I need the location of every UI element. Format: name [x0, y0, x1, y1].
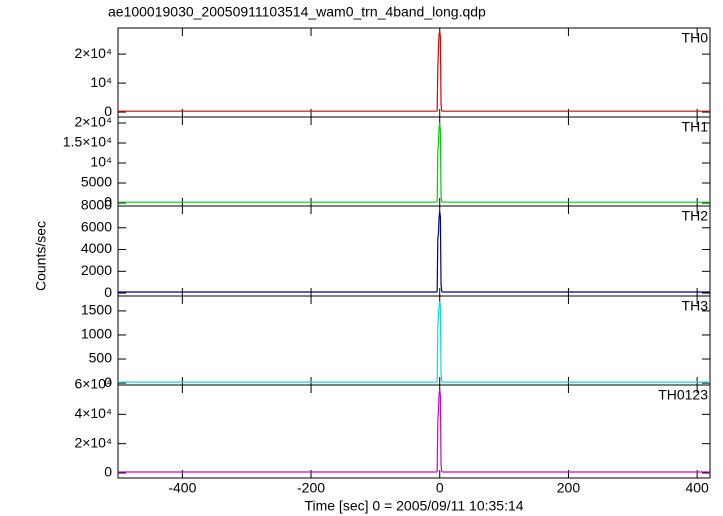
y-tick-label: 6×10⁴: [74, 376, 112, 392]
y-tick-label: 1.5×10⁴: [63, 134, 112, 150]
series-label: TH0123: [658, 387, 708, 403]
series-label: TH2: [682, 208, 709, 224]
panel-frame: [117, 295, 711, 386]
y-tick-label: 10⁴: [90, 74, 112, 90]
y-tick-label: 2×10⁴: [74, 114, 112, 130]
panel-frame: [117, 384, 711, 479]
y-tick-label: 0: [104, 374, 112, 390]
data-line: [118, 30, 710, 112]
data-line: [118, 389, 710, 473]
y-tick-label: 5000: [81, 174, 112, 190]
series-label: TH0: [682, 30, 709, 46]
x-tick-label: 0: [436, 480, 444, 496]
y-tick-label: 4000: [81, 240, 112, 256]
y-tick-label: 8000: [81, 197, 112, 213]
y-tick-label: 6000: [81, 218, 112, 234]
y-tick-label: 10⁴: [90, 154, 112, 170]
chart-title: ae100019030_20050911103514_wam0_trn_4ban…: [108, 4, 486, 20]
panel-frame: [117, 205, 711, 297]
y-tick-label: 0: [104, 194, 112, 210]
x-tick-label: 400: [685, 480, 709, 496]
data-line: [118, 211, 710, 293]
y-tick-label: 2×10⁴: [74, 434, 112, 450]
data-line: [118, 301, 710, 383]
panel-frame: [117, 116, 711, 207]
series-label: TH1: [682, 119, 709, 135]
y-tick-label: 4×10⁴: [74, 405, 112, 421]
y-axis-label: Counts/sec: [33, 221, 49, 291]
x-tick-label: -200: [297, 480, 325, 496]
y-tick-label: 0: [104, 103, 112, 119]
y-tick-label: 1500: [81, 302, 112, 318]
panel-frame: [117, 27, 711, 118]
y-tick-label: 1000: [81, 326, 112, 342]
y-tick-label: 0: [104, 464, 112, 480]
x-axis-label: Time [sec] 0 = 2005/09/11 10:35:14: [304, 498, 523, 514]
data-line: [118, 122, 710, 203]
x-tick-label: 200: [557, 480, 581, 496]
y-tick-label: 2×10⁴: [74, 45, 112, 61]
y-tick-label: 500: [89, 350, 113, 366]
y-tick-label: 0: [104, 284, 112, 300]
y-tick-label: 2000: [81, 262, 112, 278]
series-label: TH3: [682, 298, 709, 314]
x-tick-label: -400: [168, 480, 196, 496]
